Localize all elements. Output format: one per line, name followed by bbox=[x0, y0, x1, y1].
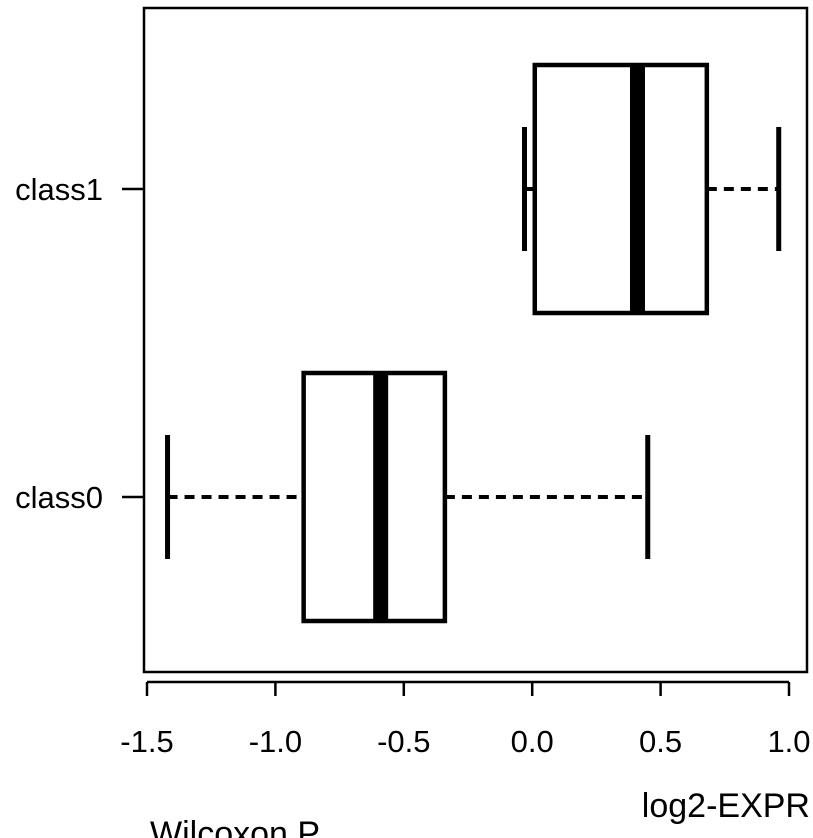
y-axis: class0 class1 bbox=[15, 172, 144, 515]
y-tick-label: class0 bbox=[15, 480, 103, 515]
x-tick-label: 1.0 bbox=[767, 724, 810, 759]
iqr-box bbox=[532, 62, 710, 316]
x-tick-label: -1.0 bbox=[249, 724, 302, 759]
x-tick-label: -0.5 bbox=[377, 724, 430, 759]
plot-frame bbox=[142, 6, 809, 674]
x-axis-title: log2-EXPR bbox=[641, 787, 810, 825]
x-tick-label: -1.5 bbox=[120, 724, 173, 759]
box-class0 bbox=[165, 370, 651, 624]
footer-label: Wilcoxon P bbox=[150, 815, 321, 838]
box-series bbox=[165, 62, 782, 624]
box-class1 bbox=[521, 62, 782, 316]
x-tick-label: 0.0 bbox=[511, 724, 554, 759]
y-tick-label: class1 bbox=[15, 172, 103, 207]
x-tick-label: 0.5 bbox=[639, 724, 682, 759]
x-axis: -1.5 -1.0 -0.5 0.0 0.5 1.0 bbox=[120, 680, 811, 759]
